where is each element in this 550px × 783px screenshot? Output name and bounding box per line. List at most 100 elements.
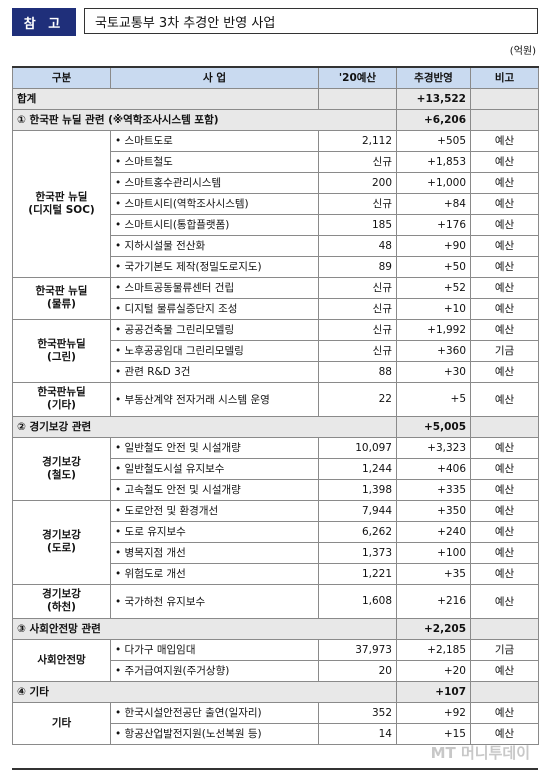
project-cell: • 공공건축물 그린리모델링: [110, 318, 319, 341]
section-note-cell: [470, 415, 539, 438]
supplementary-cell: +3,323: [396, 436, 471, 459]
supplementary-cell: +52: [396, 276, 471, 299]
category-cell: 한국판뉴딜 (그린): [12, 318, 111, 383]
note-cell: 예산: [470, 701, 539, 724]
table-row: 경기보강 (도로) • 도로안전 및 환경개선 7,944 +350 예산: [12, 499, 539, 585]
budget-cell: 1,373: [318, 541, 397, 564]
table-row: 한국판 뉴딜 (디지털 SOC) • 스마트도로 2,112 +505 예산: [12, 129, 539, 278]
note-cell: 예산: [470, 192, 539, 215]
project-cell: • 국가기본도 제작(정밀도로지도): [110, 255, 319, 278]
page-title: 국토교통부 3차 추경안 반영 사업: [84, 8, 538, 34]
supplementary-cell: +1,853: [396, 150, 471, 173]
budget-table: 구분 사 업 '20예산 추경반영 비고 합계 +13,522 ① 한국판 뉴딜…: [12, 66, 539, 745]
table-row: • 주거급여지원(주거상향) 20 +20 예산: [13, 659, 539, 682]
supplementary-cell: +240: [396, 520, 471, 543]
table-row: • 스마트시티(통합플랫폼) 185 +176 예산: [13, 213, 539, 236]
project-cell: • 지하시설물 전산화: [110, 234, 319, 257]
note-cell: 예산: [470, 297, 539, 320]
table-row: • 관련 R&D 3건 88 +30 예산: [13, 360, 539, 383]
section-note-cell: [470, 617, 539, 640]
category-cell: 경기보강 (도로): [12, 499, 111, 585]
table-row: 경기보강 (하천) • 국가하천 유지보수 1,608 +216 예산: [12, 583, 539, 619]
section-note-cell: [470, 680, 539, 703]
note-cell: 예산: [470, 583, 539, 619]
budget-cell: 1,398: [318, 478, 397, 501]
supplementary-cell: +35: [396, 562, 471, 585]
budget-cell: 352: [318, 701, 397, 724]
project-cell: • 노후공공임대 그린리모델링: [110, 339, 319, 362]
section-row: ① 한국판 뉴딜 관련 (※역학조사시스템 포함) +6,206: [12, 108, 539, 131]
table-row: • 위험도로 개선 1,221 +35 예산: [13, 562, 539, 585]
supplementary-cell: +505: [396, 129, 471, 152]
total-budget-cell: [318, 87, 397, 110]
category-cell: 한국판 뉴딜 (물류): [12, 276, 111, 320]
supplementary-cell: +30: [396, 360, 471, 383]
col-header-supplementary: 추경반영: [396, 66, 471, 89]
supplementary-cell: +84: [396, 192, 471, 215]
budget-cell: 10,097: [318, 436, 397, 459]
supplementary-cell: +100: [396, 541, 471, 564]
supplementary-cell: +90: [396, 234, 471, 257]
table-row: 한국판 뉴딜 (물류) • 스마트공동물류센터 건립 신규 +52 예산: [12, 276, 539, 320]
supplementary-cell: +216: [396, 583, 471, 619]
table-row: • 디지털 물류실증단지 조성 신규 +10 예산: [13, 297, 539, 320]
col-header-note: 비고: [470, 66, 539, 89]
project-cell: • 일반철도시설 유지보수: [110, 457, 319, 480]
project-cell: • 스마트시티(역학조사시스템): [110, 192, 319, 215]
budget-cell: 7,944: [318, 499, 397, 522]
unit-label: (억원): [509, 46, 536, 57]
table-row: • 일반철도시설 유지보수 1,244 +406 예산: [13, 457, 539, 480]
note-cell: 예산: [470, 213, 539, 236]
col-header-project: 사 업: [110, 66, 319, 89]
budget-cell: 200: [318, 171, 397, 194]
table-row: 사회안전망 • 다가구 매입임대 37,973 +2,185 기금: [12, 638, 539, 682]
budget-cell: 1,244: [318, 457, 397, 480]
project-cell: • 스마트홍수관리시스템: [110, 171, 319, 194]
supplementary-cell: +176: [396, 213, 471, 236]
project-cell: • 한국시설안전공단 출연(일자리): [110, 701, 319, 724]
section-title: ③ 사회안전망 관련: [12, 617, 397, 640]
supplementary-cell: +360: [396, 339, 471, 362]
supplementary-cell: +350: [396, 499, 471, 522]
project-cell: • 국가하천 유지보수: [110, 583, 319, 619]
section-value: +5,005: [396, 415, 471, 438]
note-cell: 기금: [470, 638, 539, 661]
project-cell: • 도로 유지보수: [110, 520, 319, 543]
budget-cell: 신규: [318, 276, 397, 299]
budget-cell: 신규: [318, 339, 397, 362]
supplementary-cell: +335: [396, 478, 471, 501]
note-cell: 예산: [470, 659, 539, 682]
project-cell: • 항공산업발전지원(노선복원 등): [110, 722, 319, 745]
note-cell: 예산: [470, 541, 539, 564]
project-cell: • 관련 R&D 3건: [110, 360, 319, 383]
category-cell: 경기보강 (철도): [12, 436, 111, 501]
note-cell: 예산: [470, 150, 539, 173]
section-row: ③ 사회안전망 관련 +2,205: [12, 617, 539, 640]
budget-cell: 37,973: [318, 638, 397, 661]
col-header-budget: '20예산: [318, 66, 397, 89]
supplementary-cell: +406: [396, 457, 471, 480]
budget-cell: 1,221: [318, 562, 397, 585]
note-cell: 예산: [470, 722, 539, 745]
budget-cell: 6,262: [318, 520, 397, 543]
note-cell: 예산: [470, 520, 539, 543]
reference-badge: 참 고: [12, 8, 76, 36]
project-cell: • 스마트시티(통합플랫폼): [110, 213, 319, 236]
supplementary-cell: +1,992: [396, 318, 471, 341]
note-cell: 예산: [470, 255, 539, 278]
project-cell: • 다가구 매입임대: [110, 638, 319, 661]
project-cell: • 스마트철도: [110, 150, 319, 173]
budget-cell: 22: [318, 381, 397, 417]
supplementary-cell: +2,185: [396, 638, 471, 661]
category-cell: 사회안전망: [12, 638, 111, 682]
budget-cell: 신규: [318, 318, 397, 341]
note-cell: 예산: [470, 360, 539, 383]
budget-cell: 185: [318, 213, 397, 236]
note-cell: 기금: [470, 339, 539, 362]
header: 참 고 국토교통부 3차 추경안 반영 사업: [12, 8, 540, 36]
table-row: • 스마트시티(역학조사시스템) 신규 +84 예산: [13, 192, 539, 215]
section-row: ④ 기타 +107: [12, 680, 539, 703]
budget-cell: 2,112: [318, 129, 397, 152]
total-row: 합계 +13,522: [12, 87, 539, 110]
total-label: 합계: [12, 87, 319, 110]
